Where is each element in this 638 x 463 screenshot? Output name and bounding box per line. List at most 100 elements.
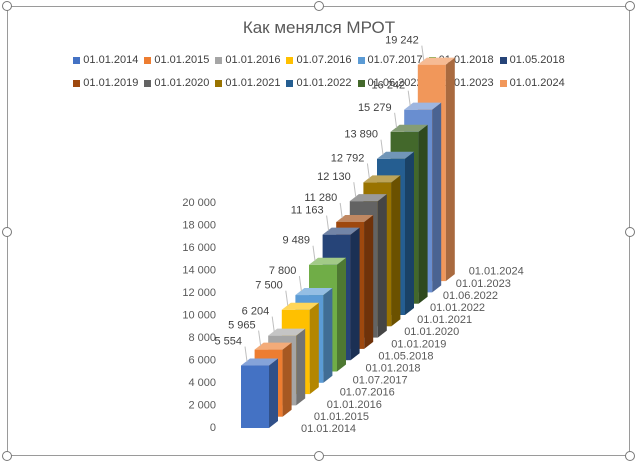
resize-handle-bottom-left[interactable] — [2, 451, 12, 461]
legend-swatch — [215, 56, 223, 64]
depth-axis-label: 01.01.2016 — [327, 399, 382, 411]
legend-label: 01.01.2022 — [296, 77, 352, 89]
y-axis-tick-label: 12 000 — [182, 287, 216, 299]
depth-axis-label: 01.01.2020 — [404, 326, 459, 338]
y-axis-tick-label: 10 000 — [182, 310, 216, 322]
depth-axis-label: 01.01.2015 — [314, 411, 369, 423]
bar-side-face — [377, 194, 387, 338]
legend-label: 01.01.2015 — [154, 54, 210, 66]
bar-side-face — [337, 257, 346, 372]
data-label: 11 163 — [291, 205, 324, 217]
legend-item: 01.07.2017 — [357, 54, 423, 66]
legend-swatch — [499, 56, 507, 64]
depth-axis-label: 01.01.2014 — [301, 423, 356, 435]
bar-top-face — [363, 175, 401, 183]
legend-item: 01.01.2015 — [144, 54, 209, 66]
bar-front-face — [241, 365, 269, 428]
legend-label: 01.01.2019 — [83, 77, 139, 89]
legend-item: 01.01.2024 — [499, 77, 565, 89]
data-label: 12 130 — [317, 171, 351, 183]
data-label-leader — [366, 163, 370, 179]
bar-top-face — [309, 257, 346, 265]
bar-side-face — [296, 328, 306, 406]
data-label-leader — [339, 202, 343, 219]
data-label-leader — [258, 330, 262, 346]
depth-axis-label: 01.05.2018 — [378, 350, 433, 362]
bar-top-face — [322, 227, 360, 235]
legend-swatch — [499, 79, 507, 87]
depth-axis-label: 01.01.2023 — [456, 278, 511, 290]
bar-top-face — [281, 302, 319, 310]
y-axis-tick-label: 20 000 — [182, 197, 216, 209]
legend-label: 01.07.2017 — [367, 54, 423, 66]
y-axis-tick-label: 14 000 — [182, 265, 216, 277]
bar-top-face — [295, 288, 333, 296]
bar-side-face — [350, 227, 360, 361]
data-label: 13 890 — [344, 129, 378, 141]
bar-side-face — [323, 288, 333, 383]
bar-side-face — [418, 124, 428, 304]
resize-handle-bottom-right[interactable] — [625, 451, 635, 461]
legend-swatch — [144, 79, 152, 87]
resize-handle-middle-left[interactable] — [2, 227, 12, 237]
bar-top-face — [241, 358, 278, 366]
bar-side-face — [432, 102, 442, 293]
y-axis-tick-label: 18 000 — [182, 220, 216, 232]
legend-label: 01.07.2016 — [296, 54, 352, 66]
data-label-leader — [353, 182, 357, 198]
bar-side-face — [405, 151, 414, 315]
legend-item: 01.06.2022 — [357, 77, 423, 89]
bar-side-face — [309, 302, 319, 395]
y-axis-tick-label: 6 000 — [188, 355, 216, 367]
data-label: 5 965 — [228, 320, 256, 332]
y-axis-tick-label: 16 000 — [182, 242, 216, 254]
data-label-leader — [326, 215, 330, 231]
legend-item: 01.01.2016 — [215, 54, 280, 66]
bar-top-face — [254, 342, 292, 350]
resize-handle-middle-right[interactable] — [625, 227, 635, 237]
data-label: 9 489 — [282, 235, 310, 247]
data-label-leader — [407, 90, 411, 106]
bar-top-face — [268, 328, 306, 336]
bar-side-face — [269, 358, 278, 428]
legend-label: 01.01.2024 — [509, 77, 565, 89]
data-label-leader — [298, 275, 302, 292]
data-label: 11 280 — [304, 192, 337, 204]
legend-label: 01.01.2014 — [83, 54, 139, 66]
data-label: 5 554 — [214, 336, 242, 348]
legend-swatch — [215, 79, 223, 87]
chart-legend-row-1: 01.01.2014 01.01.2015 01.01.2016 01.07.2016… — [0, 54, 638, 66]
bar-top-face — [377, 151, 414, 159]
resize-handle-top-left[interactable] — [2, 1, 12, 11]
legend-swatch — [357, 79, 365, 87]
y-axis-tick-label: 4 000 — [188, 377, 216, 389]
legend-swatch — [357, 56, 365, 64]
legend-label: 01.05.2018 — [509, 54, 565, 66]
data-label: 6 204 — [242, 306, 270, 318]
data-label: 15 279 — [358, 102, 392, 114]
bar-side-face — [445, 57, 455, 282]
legend-item: 01.01.2019 — [73, 77, 138, 89]
data-label-leader — [312, 245, 316, 261]
resize-handle-bottom-center[interactable] — [314, 451, 324, 461]
depth-axis-label: 01.01.2019 — [391, 338, 446, 350]
legend-swatch — [286, 79, 294, 87]
data-label: 16 242 — [372, 80, 406, 92]
bar-top-face — [404, 102, 442, 110]
bar-top-face — [417, 57, 455, 65]
legend-item: 01.01.2021 — [215, 77, 280, 89]
data-label-leader — [380, 139, 384, 155]
chart-title: Как менялся МРОТ — [242, 18, 396, 37]
data-label-leader — [244, 346, 248, 362]
resize-handle-top-center[interactable] — [314, 1, 324, 11]
resize-handle-top-right[interactable] — [625, 1, 635, 11]
depth-axis-label: 01.01.2018 — [366, 363, 421, 375]
legend-item: 01.01.2014 — [73, 54, 138, 66]
data-label-leader — [271, 316, 275, 332]
legend-label: 01.01.2020 — [154, 77, 210, 89]
data-label: 19 242 — [385, 35, 419, 47]
legend-swatch — [73, 56, 81, 64]
legend-label: 01.01.2021 — [225, 77, 281, 89]
bar — [241, 358, 278, 428]
legend-item: 01.07.2016 — [286, 54, 352, 66]
